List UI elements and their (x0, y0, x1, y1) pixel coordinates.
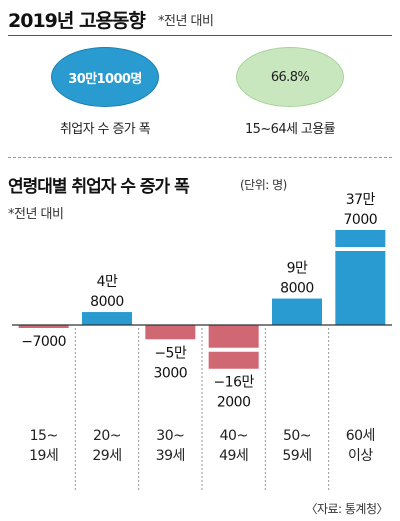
bar-60세 이상 (335, 230, 386, 325)
value-label: 7000 (344, 212, 378, 228)
bar-15~19세 (18, 325, 69, 328)
category-label: 19세 (29, 448, 58, 464)
value-label: 9만 (287, 261, 308, 277)
bar-20~29세 (82, 312, 132, 325)
employment-increase-label: 취업자 수 증가 폭 (59, 122, 151, 137)
chart-note: *전년 대비 (8, 207, 64, 222)
value-label: 4만 (97, 274, 118, 290)
chart-title: 연령대별 취업자 수 증가 폭 (8, 177, 190, 197)
category-label: 15~ (30, 428, 58, 444)
title-divider (8, 35, 392, 36)
category-label: 이상 (348, 448, 373, 464)
employment-rate-value: 66.8% (270, 69, 310, 85)
page-title: 2019년 고용동향 (8, 10, 146, 32)
category-label: 50~ (283, 428, 311, 444)
value-label: 3000 (154, 365, 188, 381)
source-note: 〈자료: 통계청〉 (305, 502, 388, 516)
header: 2019년 고용동향 *전년 대비 (8, 6, 392, 34)
value-label: 8000 (280, 281, 314, 297)
bar-40~49세 (208, 325, 259, 369)
category-label: 49세 (219, 448, 248, 464)
value-label: 37만 (346, 192, 376, 208)
axis-break-mark (207, 347, 260, 352)
axis-break-mark (334, 247, 387, 251)
value-label: 8000 (90, 294, 124, 310)
bar-50~59세 (272, 298, 322, 325)
section-divider (8, 157, 392, 158)
bar-30~39세 (145, 325, 196, 340)
value-label: 2000 (217, 395, 251, 411)
category-label: 29세 (92, 448, 121, 464)
value-label: −7000 (21, 334, 66, 350)
value-label: −16만 (213, 375, 254, 391)
category-label: 60세 (346, 428, 375, 444)
employment-rate-label: 15~64세 고용률 (245, 122, 336, 137)
employment-increase-value: 30만1000명 (68, 71, 142, 87)
header-note: *전년 대비 (158, 14, 214, 29)
category-label: 59세 (282, 448, 311, 464)
category-label: 39세 (156, 448, 185, 464)
category-label: 30~ (156, 428, 184, 444)
category-label: 20~ (93, 428, 121, 444)
category-label: 40~ (220, 428, 248, 444)
chart-unit: (단위: 명) (240, 178, 287, 192)
employment-rate-badge: 66.8% (236, 47, 344, 107)
employment-increase-badge: 30만1000명 (51, 47, 159, 107)
value-label: −5만 (154, 345, 187, 361)
